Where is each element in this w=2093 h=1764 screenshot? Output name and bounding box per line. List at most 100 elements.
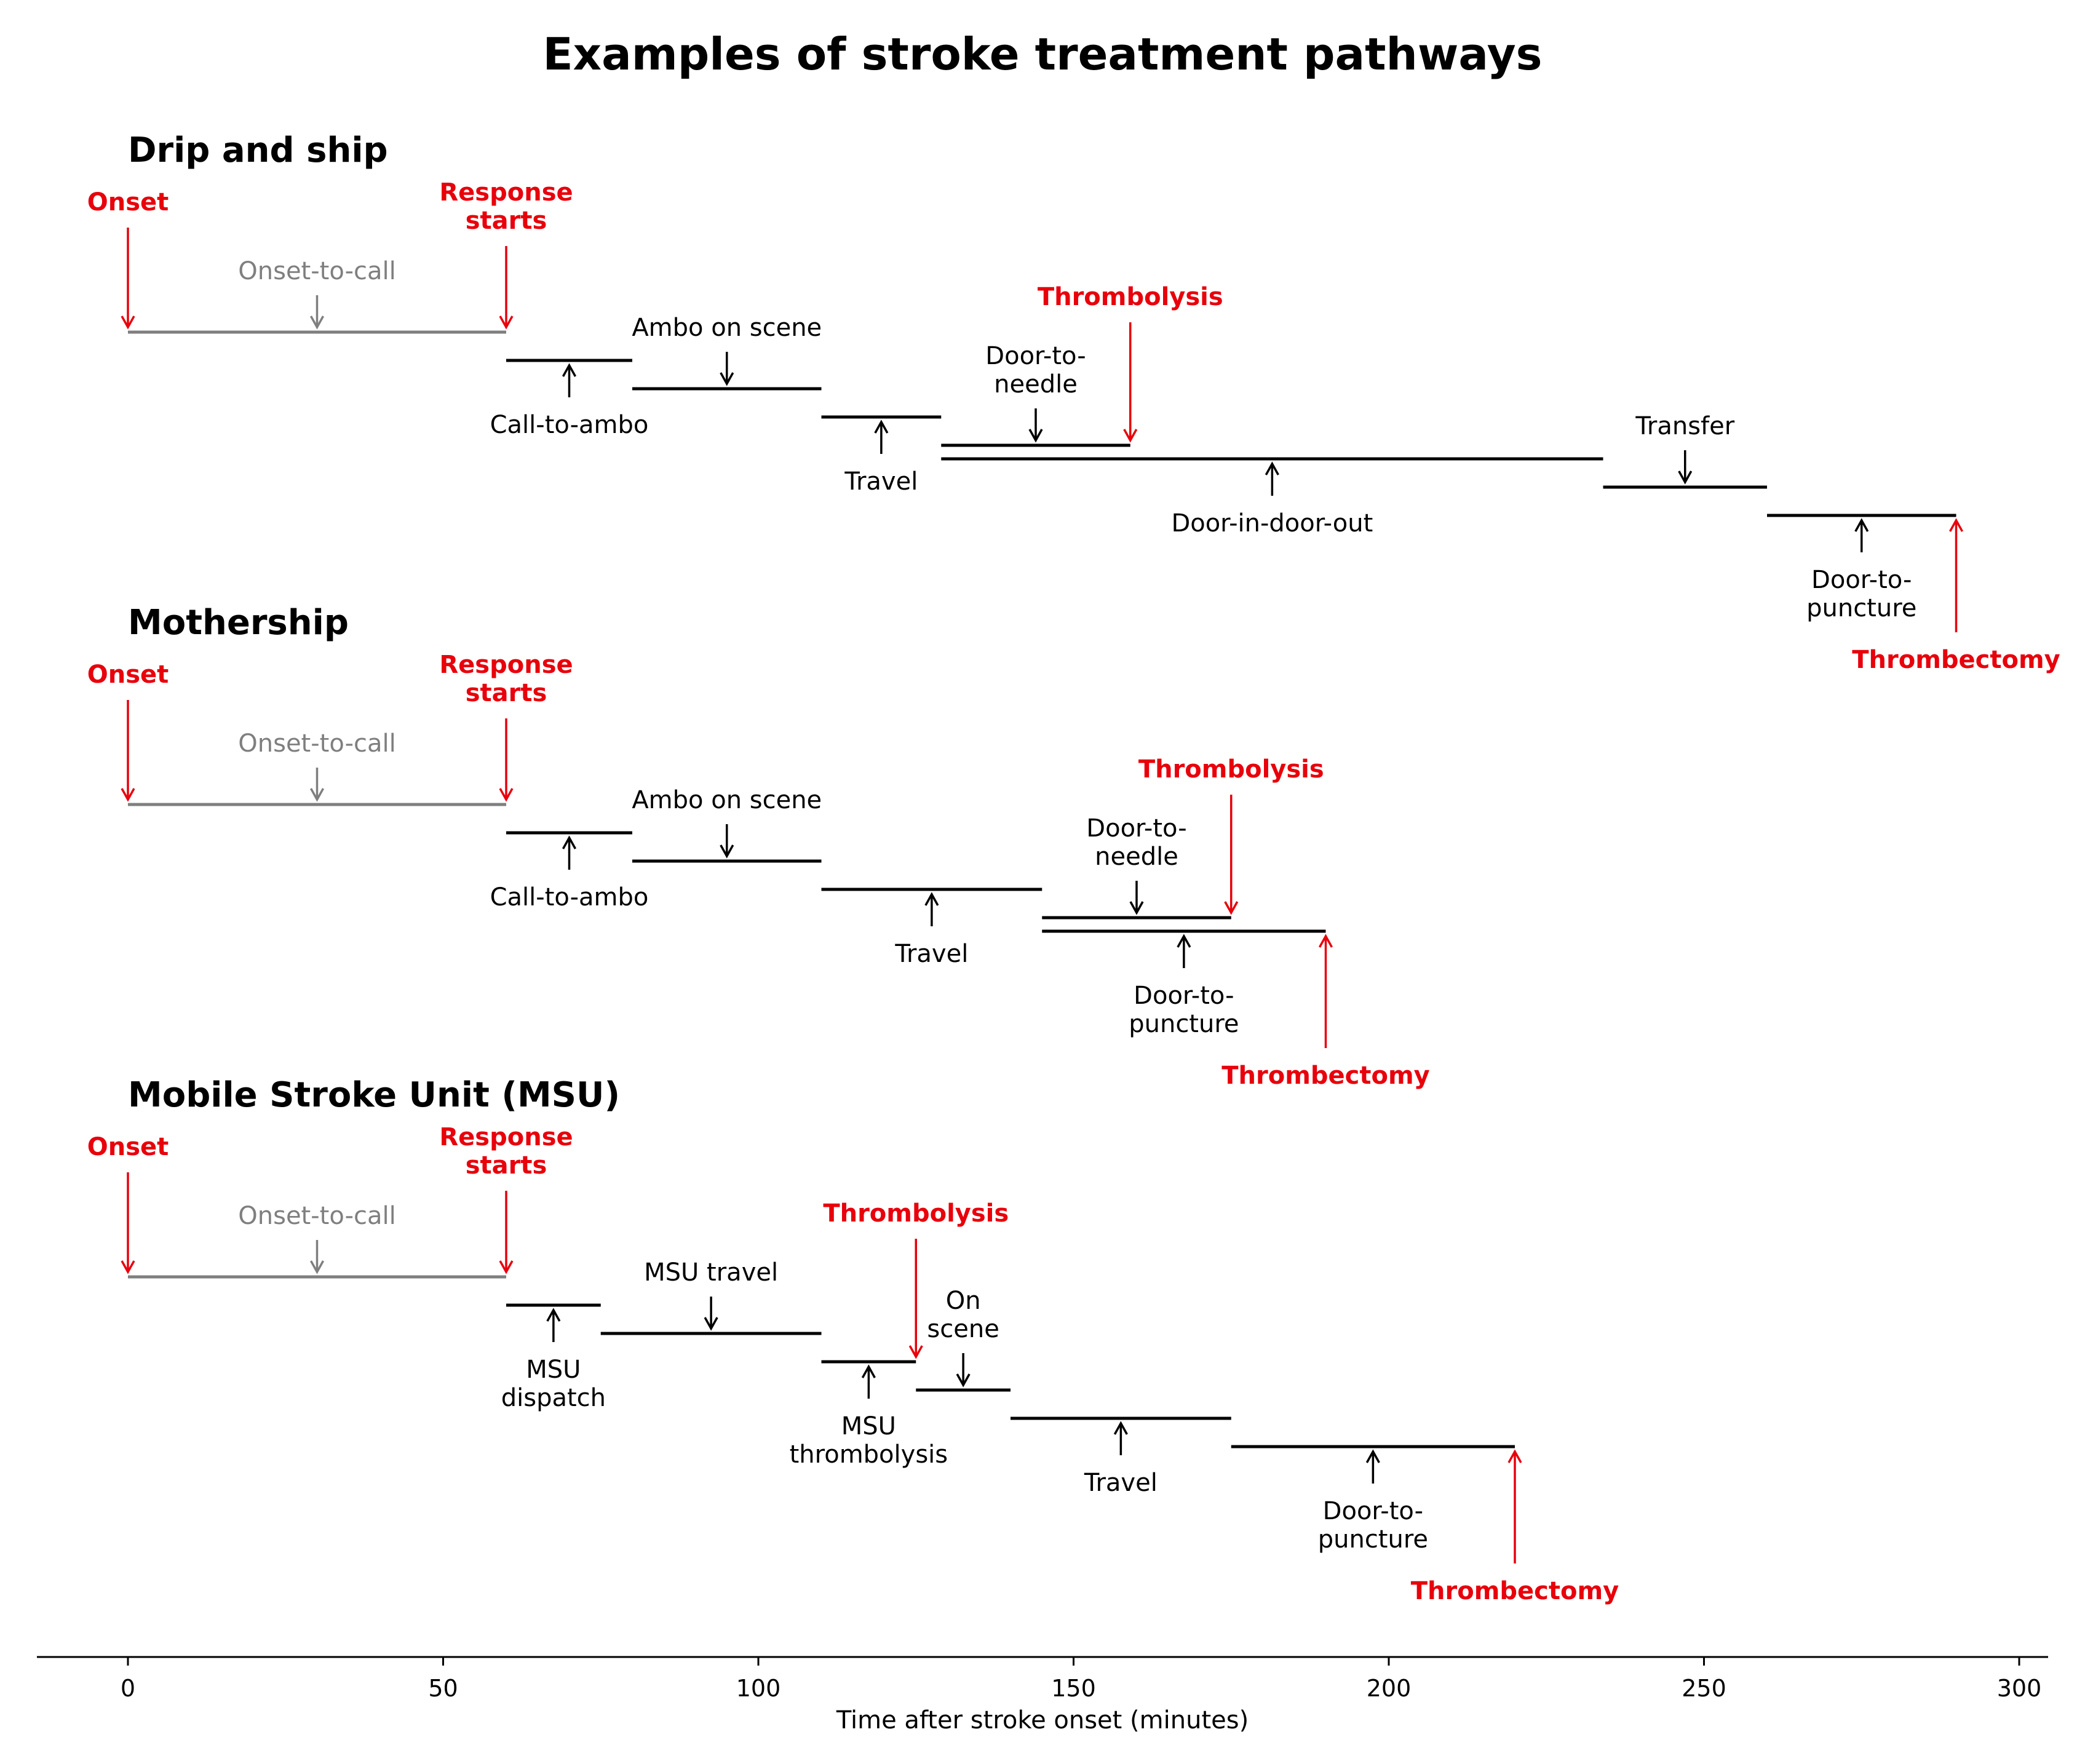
stage-arrow-head — [1678, 471, 1693, 485]
stage-arrow — [309, 768, 325, 802]
stage-arrow-head — [720, 844, 734, 859]
event-arrow — [1948, 518, 1964, 632]
x-axis-ticks: 0 50 100 150 200 250 300 — [121, 1657, 2041, 1702]
stage-label-line: Onset-to-call — [238, 1202, 395, 1230]
stage-label: Travel — [844, 467, 918, 496]
stage-arrow-head — [924, 892, 939, 906]
stage-label-line: Onset-to-call — [238, 729, 395, 758]
stage-label: Call-to-ambo — [490, 883, 649, 912]
event-label: Thrombolysis — [823, 1199, 1009, 1228]
event-arrow — [499, 718, 514, 802]
x-axis: 0 50 100 150 200 250 300 Time after stroke ons… — [37, 1656, 2048, 1734]
stage-label: Door-to-needle — [1086, 814, 1186, 871]
stage-0: Onset-to-call — [128, 729, 506, 806]
stage-arrow — [924, 892, 939, 926]
stage-label-line: Transfer — [1635, 412, 1734, 440]
stage-arrow — [1678, 450, 1693, 485]
event-arrow — [908, 1239, 923, 1359]
panel-title: Drip and ship — [128, 130, 388, 170]
event-arrow — [1224, 795, 1239, 915]
x-axis-label: Time after stroke onset (minutes) — [836, 1706, 1249, 1734]
stage-4: Door-to-needle — [1042, 814, 1231, 920]
stage-arrow — [1177, 934, 1191, 968]
stage-arrow-head — [1265, 461, 1279, 475]
x-tick-label: 50 — [428, 1675, 458, 1702]
event-arrow-head — [908, 1345, 923, 1359]
event-label-line: Thrombectomy — [1852, 646, 2060, 674]
x-tick: 150 — [1051, 1657, 1096, 1702]
event-label: Response starts — [439, 651, 573, 707]
event-label-line: Thrombolysis — [1138, 755, 1324, 784]
event-label-line: Onset — [87, 661, 169, 689]
stage-arrow-head — [309, 788, 325, 802]
stage-label-line: On — [946, 1287, 981, 1315]
stage-label: Ambo on scene — [632, 314, 822, 342]
event-label: Onset — [87, 661, 169, 689]
stage-label-line: MSU — [526, 1356, 581, 1384]
stage-label-line: Call-to-ambo — [490, 411, 649, 439]
stage-arrow-head — [874, 419, 889, 434]
stage-arrow-head — [1365, 1449, 1380, 1463]
x-tick: 300 — [1997, 1657, 2042, 1702]
stage-6: Door-to-puncture — [1231, 1445, 1515, 1554]
event-label: Response starts — [439, 1123, 573, 1180]
event-label: Response starts — [439, 178, 573, 235]
stage-label-line: needle — [1095, 843, 1178, 871]
stage-arrow — [874, 419, 889, 454]
stage-5: Door-in-door-out — [941, 457, 1603, 538]
stage-label-line: Door-to- — [1323, 1497, 1423, 1525]
x-tick-label: 150 — [1051, 1675, 1096, 1702]
stage-label-line: dispatch — [501, 1384, 606, 1412]
stage-arrow-head — [956, 1373, 971, 1388]
stage-arrow — [861, 1364, 876, 1399]
event-arrow-head — [499, 1260, 514, 1274]
stage-label-line: Call-to-ambo — [490, 883, 649, 912]
event-label-line: Thrombectomy — [1411, 1577, 1619, 1605]
stage-label-line: thrombolysis — [790, 1440, 948, 1469]
figure-title: Examples of stroke treatment pathways — [543, 28, 1543, 80]
event-arrow-head — [1224, 901, 1239, 915]
event-arrow — [499, 1191, 514, 1274]
stage-arrow — [309, 295, 325, 330]
stage-arrow-head — [1129, 901, 1144, 915]
stage-arrow-head — [1854, 518, 1869, 532]
panels: Drip and ship Onset-to-call Call-to-ambo Am… — [87, 130, 2060, 1605]
stage-arrow — [562, 363, 577, 397]
event-arrow-head — [121, 316, 135, 330]
stage-arrow-head — [1028, 429, 1043, 443]
event-0: Onset — [87, 661, 169, 802]
x-tick-label: 300 — [1997, 1675, 2042, 1702]
event-label-line: starts — [466, 679, 547, 707]
event-2: Thrombolysis — [1138, 755, 1324, 915]
event-arrow-head — [121, 788, 135, 802]
event-3: Thrombectomy — [1411, 1449, 1619, 1605]
event-label: Onset — [87, 1133, 169, 1161]
x-tick-label: 0 — [121, 1675, 135, 1702]
stage-arrow-head — [562, 835, 577, 849]
stage-arrow-head — [861, 1364, 876, 1378]
event-arrow-head — [1948, 518, 1964, 532]
event-label: Thrombectomy — [1411, 1577, 1619, 1605]
stage-arrow-head — [720, 372, 734, 386]
event-label-line: Onset — [87, 1133, 169, 1161]
event-label: Thrombectomy — [1852, 646, 2060, 674]
stage-label: Call-to-ambo — [490, 411, 649, 439]
stage-arrow-head — [309, 316, 325, 330]
stage-label: Door-to-puncture — [1129, 982, 1239, 1038]
stage-arrow — [1265, 461, 1279, 496]
panel-2: Mobile Stroke Unit (MSU) Onset-to-call MSU… — [87, 1075, 1619, 1605]
stage-1: MSU dispatch — [501, 1303, 606, 1412]
event-1: Response starts — [439, 1123, 573, 1274]
stage-arrow — [720, 352, 734, 386]
event-arrow-head — [499, 788, 514, 802]
x-tick: 50 — [428, 1657, 458, 1702]
stage-0: Onset-to-call — [128, 257, 506, 334]
event-label: Thrombectomy — [1221, 1062, 1429, 1090]
stage-label: Door-to-puncture — [1318, 1497, 1428, 1554]
stage-3: MSU thrombolysis — [790, 1360, 948, 1469]
event-3: Thrombectomy — [1221, 934, 1430, 1090]
stage-3: Travel — [821, 415, 942, 496]
stage-label: MSU thrombolysis — [790, 1412, 948, 1469]
stage-label-line: puncture — [1318, 1525, 1428, 1554]
stage-label: Travel — [1084, 1469, 1158, 1497]
